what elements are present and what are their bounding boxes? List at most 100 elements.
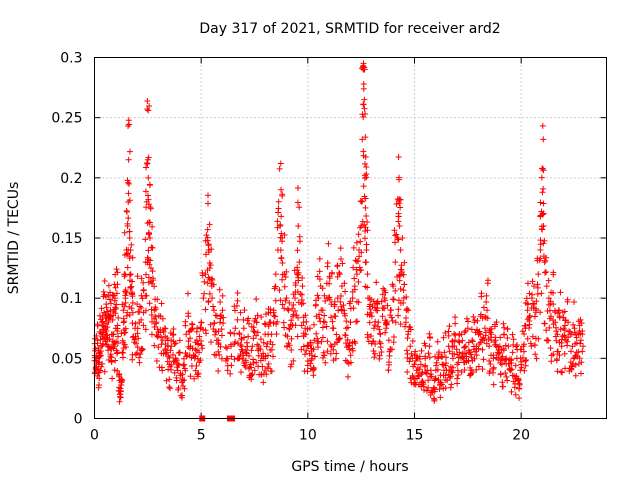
data-point <box>512 362 519 369</box>
data-point <box>565 319 572 326</box>
data-point <box>337 298 344 305</box>
data-point <box>511 384 518 391</box>
data-point <box>534 284 541 291</box>
data-point <box>469 337 476 344</box>
data-point <box>346 300 353 307</box>
data-point <box>121 341 128 348</box>
data-point <box>384 302 391 309</box>
x-tick-label: 15 <box>406 428 424 444</box>
data-point <box>276 165 283 172</box>
data-point <box>351 286 358 293</box>
data-point <box>568 348 575 355</box>
data-point <box>451 330 458 337</box>
data-point <box>129 291 136 298</box>
data-point <box>126 180 133 187</box>
data-point <box>118 378 125 385</box>
y-tick-label: 0 <box>74 412 83 428</box>
data-point <box>357 238 364 245</box>
data-point <box>568 330 575 337</box>
data-point <box>217 319 224 326</box>
data-point <box>359 198 366 205</box>
data-point <box>426 354 433 361</box>
data-point <box>142 271 149 278</box>
data-point <box>196 349 203 356</box>
data-point <box>537 309 544 316</box>
data-point <box>112 310 119 317</box>
data-point <box>206 290 213 297</box>
data-point <box>241 334 248 341</box>
data-point <box>166 376 173 383</box>
data-point <box>128 283 135 290</box>
data-point <box>205 299 212 306</box>
data-point <box>378 349 385 356</box>
data-point <box>155 344 162 351</box>
data-point <box>191 375 198 382</box>
data-point <box>205 200 212 207</box>
data-point <box>145 274 152 281</box>
data-point <box>521 341 528 348</box>
data-point <box>372 318 379 325</box>
data-point <box>546 324 553 331</box>
data-point <box>236 355 242 362</box>
data-point <box>295 269 302 276</box>
data-point <box>547 298 554 305</box>
data-point <box>404 306 410 313</box>
data-point <box>183 331 190 338</box>
data-point <box>391 227 398 234</box>
data-point <box>355 279 362 286</box>
data-point <box>325 294 332 301</box>
data-point <box>498 361 505 368</box>
data-point <box>474 317 481 324</box>
data-point <box>101 368 108 375</box>
data-point <box>92 345 99 352</box>
data-point <box>363 212 370 219</box>
data-point <box>427 334 434 341</box>
data-point <box>360 60 367 67</box>
data-point <box>265 352 272 359</box>
data-point <box>164 349 171 356</box>
data-point <box>173 377 180 384</box>
data-point <box>355 299 362 306</box>
data-point <box>151 342 158 349</box>
data-point <box>193 337 200 344</box>
data-point <box>207 321 214 328</box>
data-point <box>518 358 525 365</box>
data-point <box>242 346 249 353</box>
data-point <box>148 244 155 251</box>
data-point <box>119 301 126 308</box>
data-point <box>561 322 568 329</box>
data-point <box>283 295 290 302</box>
data-point <box>167 385 174 392</box>
data-point <box>537 247 544 254</box>
data-point <box>106 336 113 343</box>
x-tick-label: 20 <box>512 428 530 444</box>
data-point <box>108 354 115 361</box>
data-point <box>128 241 135 248</box>
data-point <box>227 370 234 377</box>
data-point <box>303 318 310 325</box>
data-point <box>302 331 309 338</box>
data-point <box>145 196 152 203</box>
data-point <box>524 335 531 342</box>
x-axis-label: GPS time / hours <box>291 459 408 475</box>
data-point <box>128 305 135 312</box>
data-point <box>179 371 186 378</box>
data-point <box>395 218 402 225</box>
data-point <box>327 350 334 357</box>
data-point <box>363 164 370 171</box>
data-point <box>284 342 291 349</box>
data-point <box>316 276 323 283</box>
data-point <box>462 343 469 350</box>
data-point <box>538 174 545 181</box>
data-point <box>386 352 393 359</box>
data-point <box>134 349 141 356</box>
data-point <box>501 324 508 331</box>
data-point <box>445 343 452 350</box>
data-point <box>459 337 466 344</box>
data-point <box>464 325 471 332</box>
data-point <box>234 290 241 297</box>
axis-tick-labels: 0 5 10 15 20 0 0.05 0.1 0.15 0.2 0.25 0.3 <box>51 51 530 444</box>
data-point <box>490 365 497 372</box>
data-point <box>287 363 294 370</box>
data-point <box>414 364 421 371</box>
